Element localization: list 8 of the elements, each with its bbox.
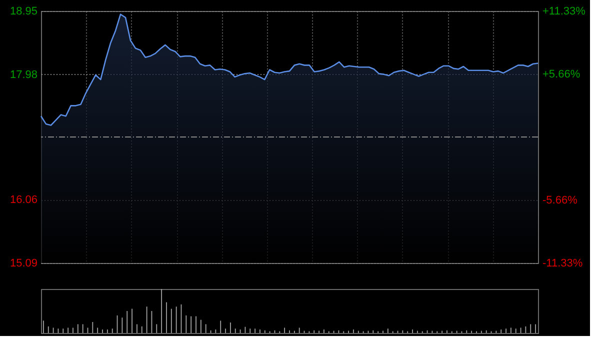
- y2-tick-label: -5.66%: [542, 194, 578, 206]
- y2-tick-label: +5.66%: [542, 68, 580, 81]
- y-tick-label: 18.95: [10, 6, 38, 18]
- y-tick-label: 16.06: [10, 194, 38, 206]
- y-tick-label: 15.09: [10, 258, 38, 270]
- y2-tick-label: +11.33%: [542, 6, 586, 18]
- y2-tick-label: -11.33%: [542, 258, 583, 270]
- y-tick-label: 17.98: [10, 68, 38, 81]
